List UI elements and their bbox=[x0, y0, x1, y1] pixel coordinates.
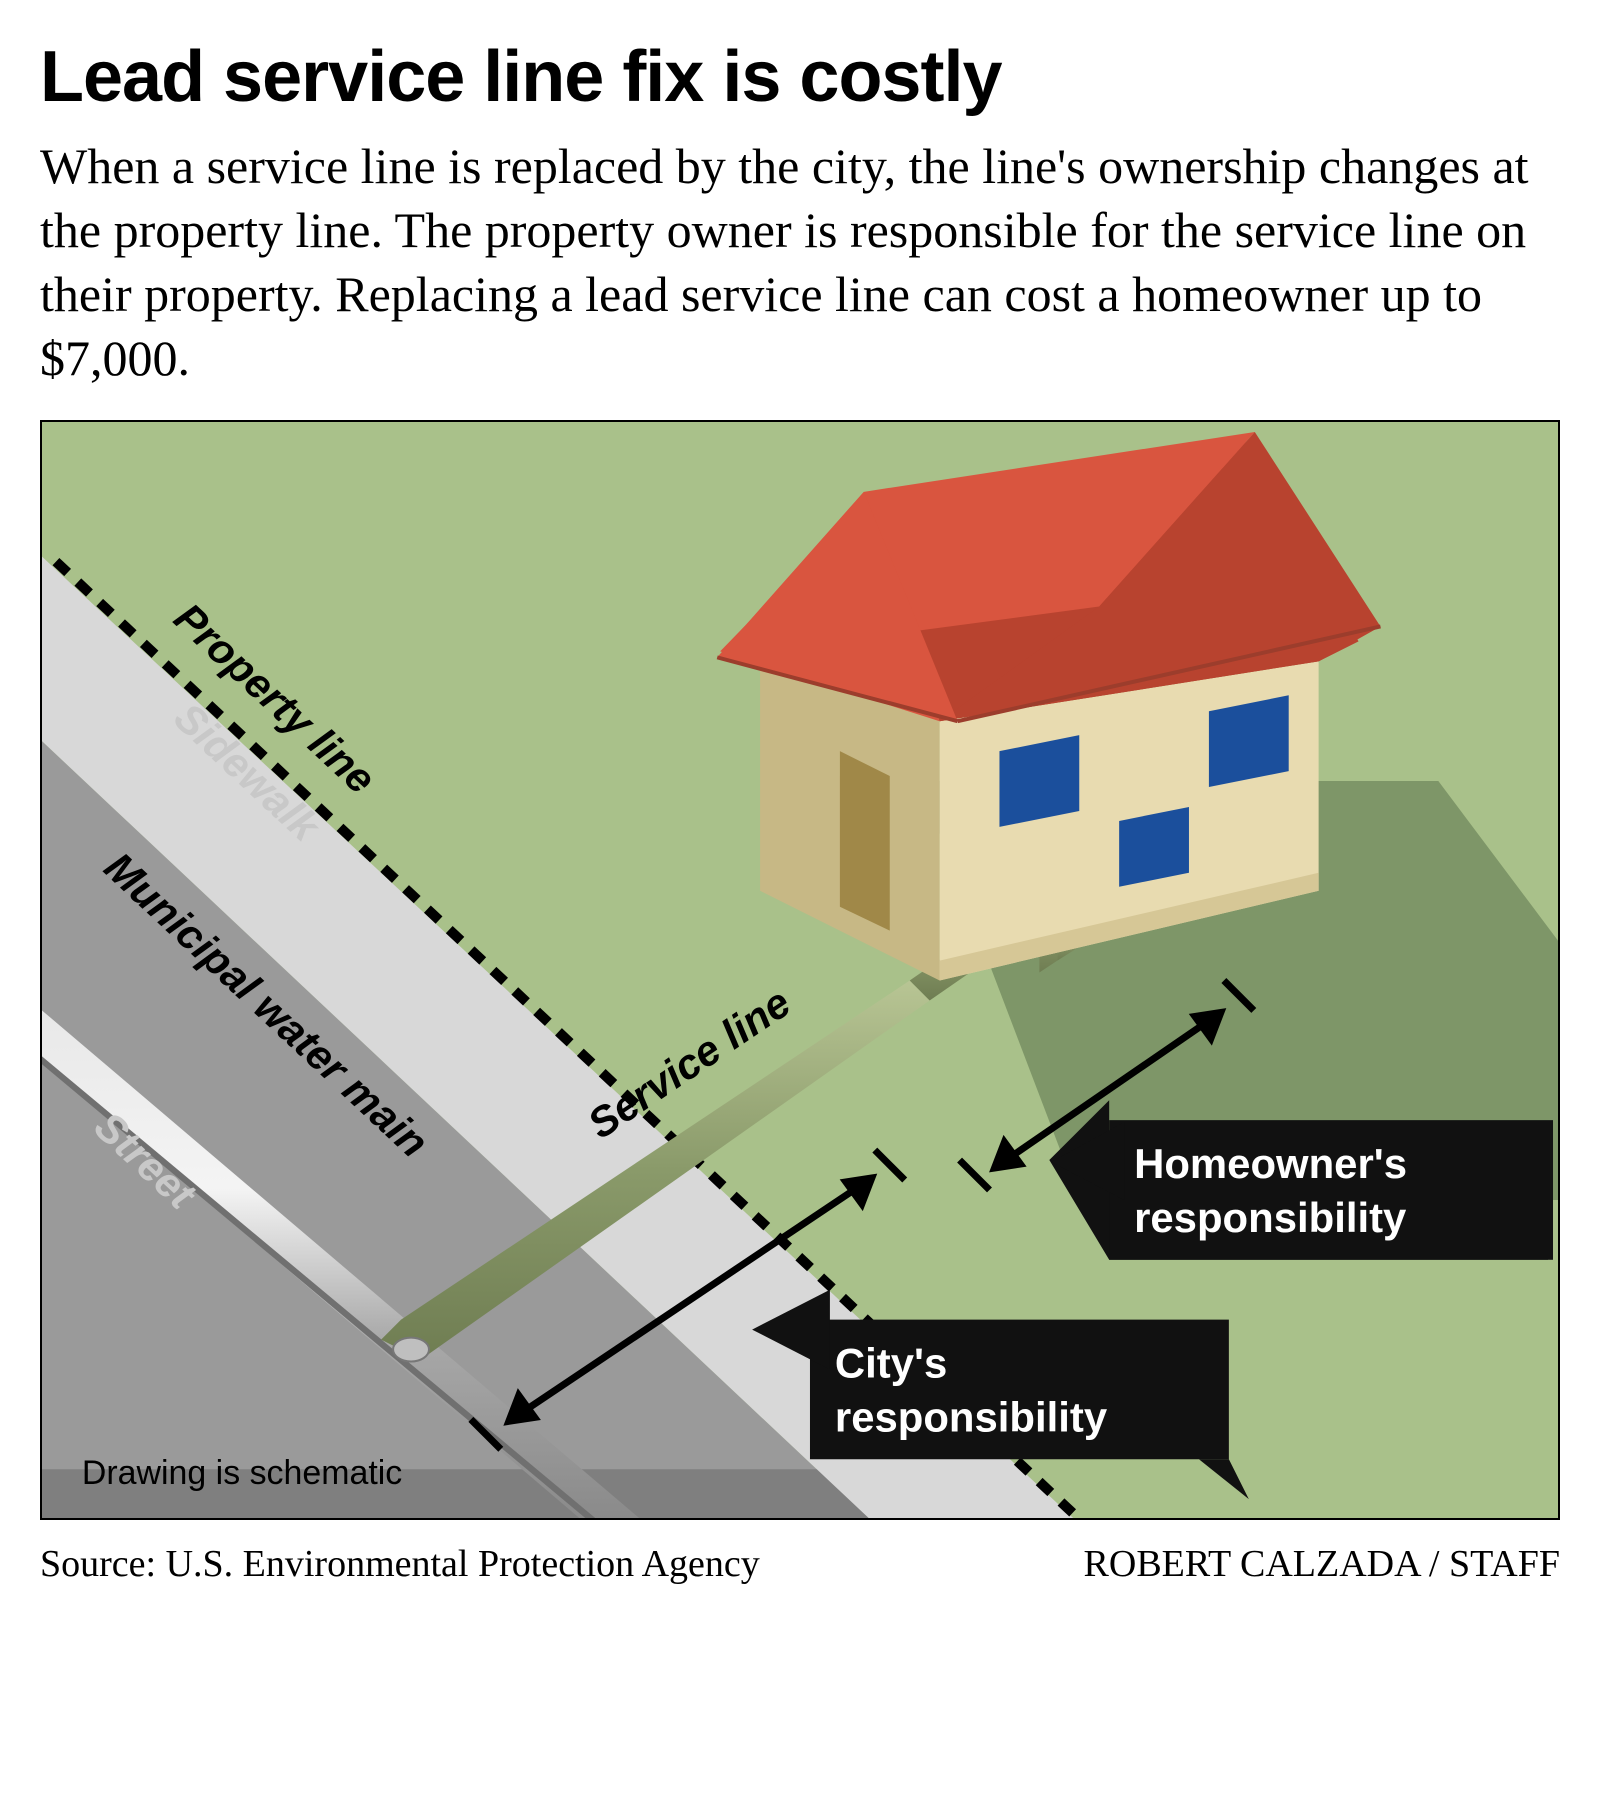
callout-city-l2: responsibility bbox=[835, 1393, 1108, 1440]
diagram-note: Drawing is schematic bbox=[82, 1454, 402, 1492]
callout-homeowner-l1: Homeowner's bbox=[1134, 1140, 1407, 1187]
callout-homeowner-l2: responsibility bbox=[1134, 1193, 1407, 1240]
headline: Lead service line fix is costly bbox=[40, 40, 1560, 116]
source-line: Source: U.S. Environmental Protection Ag… bbox=[40, 1542, 760, 1586]
callout-homeowner: Homeowner's responsibility bbox=[1049, 1100, 1553, 1260]
credit-line: ROBERT CALZADA / STAFF bbox=[1084, 1542, 1560, 1586]
callout-city-l1: City's bbox=[835, 1339, 947, 1386]
diagram: Homeowner's responsibility City's respon… bbox=[40, 420, 1560, 1520]
body-text: When a service line is replaced by the c… bbox=[40, 134, 1560, 390]
